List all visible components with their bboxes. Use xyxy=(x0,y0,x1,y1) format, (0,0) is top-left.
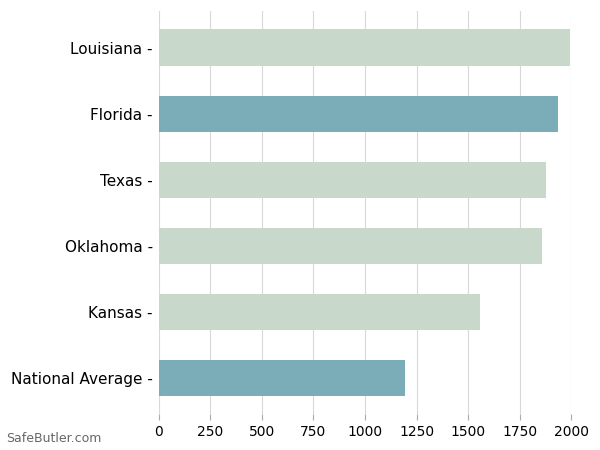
Text: SafeButler.com: SafeButler.com xyxy=(6,432,101,446)
Bar xyxy=(158,29,570,66)
Bar xyxy=(158,360,405,396)
Bar xyxy=(158,294,481,330)
Bar xyxy=(158,162,546,198)
Bar xyxy=(158,95,557,132)
Bar xyxy=(158,228,542,264)
